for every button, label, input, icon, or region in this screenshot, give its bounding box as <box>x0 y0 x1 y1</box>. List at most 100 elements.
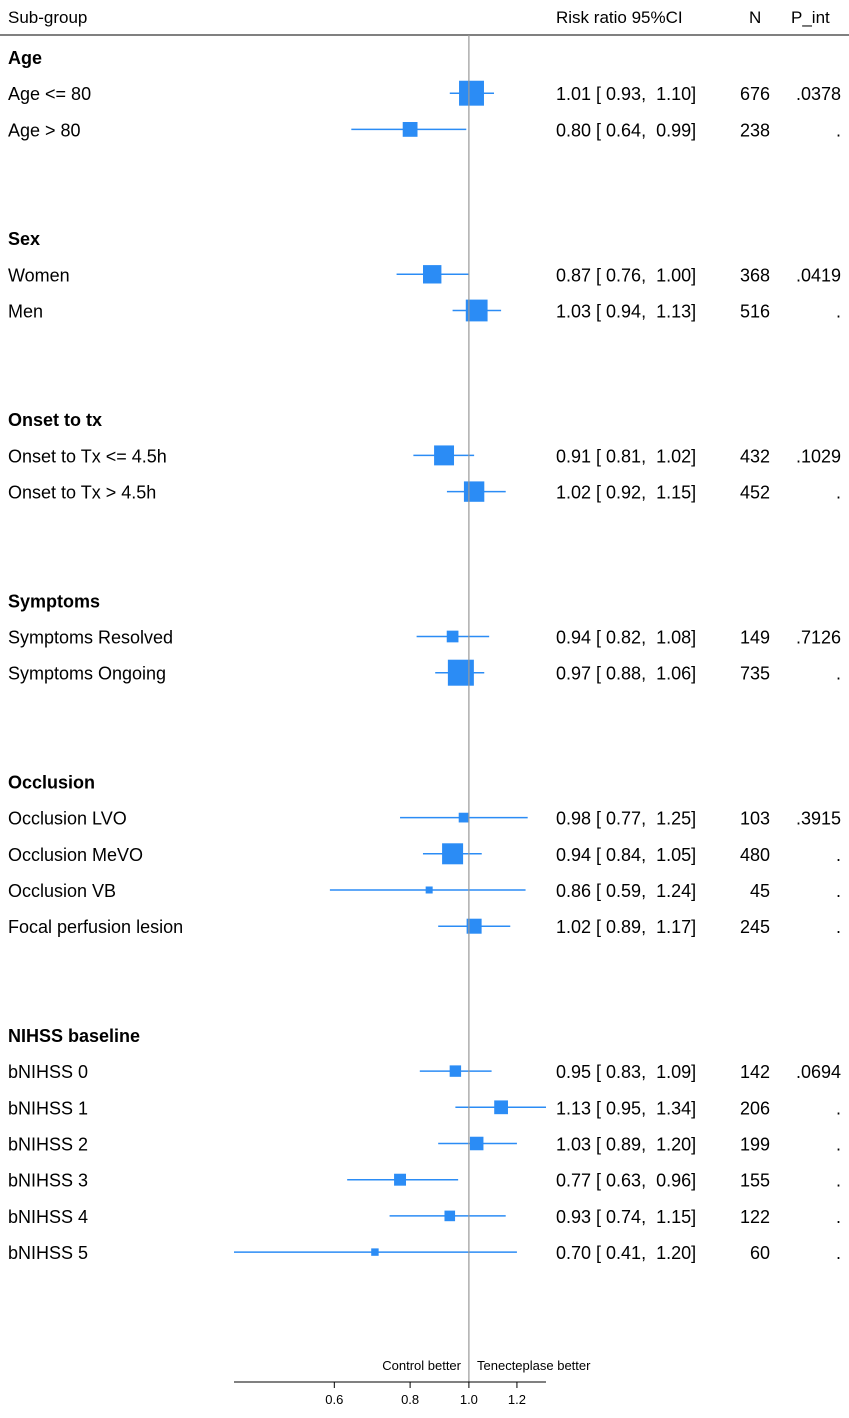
point-estimate <box>371 1248 379 1256</box>
row-n: 368 <box>740 265 770 285</box>
row-n: 735 <box>740 664 770 684</box>
row-risk-ratio: 1.13 [ 0.95, 1.34] <box>556 1098 696 1118</box>
row-label: Women <box>8 265 70 285</box>
row-risk-ratio: 0.94 [ 0.82, 1.08] <box>556 628 696 648</box>
x-tick-label: 0.8 <box>401 1392 419 1407</box>
point-estimate <box>434 445 455 466</box>
header-risk-ratio: Risk ratio 95%CI <box>556 8 683 27</box>
group-title: Occlusion <box>8 772 95 792</box>
x-tick-label: 1.0 <box>460 1392 478 1407</box>
row-p-int: .0694 <box>796 1062 841 1082</box>
row-label: Age > 80 <box>8 120 81 140</box>
point-estimate <box>446 630 459 643</box>
group-title: Age <box>8 48 42 68</box>
row-risk-ratio: 0.98 [ 0.77, 1.25] <box>556 809 696 829</box>
row-n: 155 <box>740 1171 770 1191</box>
row-risk-ratio: 1.02 [ 0.89, 1.17] <box>556 917 696 937</box>
row-label: Onset to Tx > 4.5h <box>8 483 156 503</box>
row-n: 452 <box>740 483 770 503</box>
row-p-int: . <box>836 917 841 937</box>
row-p-int: . <box>836 845 841 865</box>
row-label: Occlusion LVO <box>8 809 127 829</box>
point-estimate <box>394 1173 407 1186</box>
group-title: Sex <box>8 229 40 249</box>
tenecteplase-better-label: Tenecteplase better <box>477 1358 591 1373</box>
row-risk-ratio: 0.93 [ 0.74, 1.15] <box>556 1207 696 1227</box>
control-better-label: Control better <box>382 1358 461 1373</box>
row-n: 122 <box>740 1207 770 1227</box>
point-estimate <box>423 265 442 284</box>
row-label: bNIHSS 5 <box>8 1243 88 1263</box>
row-n: 516 <box>740 302 770 322</box>
row-label: Men <box>8 302 43 322</box>
row-risk-ratio: 0.97 [ 0.88, 1.06] <box>556 664 696 684</box>
point-estimate <box>442 843 464 865</box>
row-label: bNIHSS 2 <box>8 1135 88 1155</box>
point-estimate <box>466 918 482 934</box>
row-risk-ratio: 0.77 [ 0.63, 0.96] <box>556 1171 696 1191</box>
row-risk-ratio: 0.94 [ 0.84, 1.05] <box>556 845 696 865</box>
row-risk-ratio: 1.02 [ 0.92, 1.15] <box>556 483 696 503</box>
row-label: bNIHSS 0 <box>8 1062 88 1082</box>
row-label: Onset to Tx <= 4.5h <box>8 446 167 466</box>
row-risk-ratio: 1.01 [ 0.93, 1.10] <box>556 84 696 104</box>
point-estimate <box>469 1136 484 1151</box>
row-p-int: . <box>836 664 841 684</box>
row-p-int: . <box>836 1098 841 1118</box>
row-risk-ratio: 1.03 [ 0.94, 1.13] <box>556 302 696 322</box>
row-n: 245 <box>740 917 770 937</box>
row-p-int: .1029 <box>796 446 841 466</box>
row-n: 149 <box>740 628 770 648</box>
row-label: Age <= 80 <box>8 84 91 104</box>
row-p-int: .3915 <box>796 809 841 829</box>
row-p-int: . <box>836 483 841 503</box>
row-p-int: . <box>836 120 841 140</box>
row-p-int: . <box>836 302 841 322</box>
point-estimate <box>444 1210 456 1222</box>
header-p-int: P_int <box>791 8 830 27</box>
row-label: bNIHSS 3 <box>8 1171 88 1191</box>
row-n: 45 <box>750 881 770 901</box>
row-risk-ratio: 0.95 [ 0.83, 1.09] <box>556 1062 696 1082</box>
row-p-int: .0419 <box>796 265 841 285</box>
row-p-int: . <box>836 881 841 901</box>
row-n: 199 <box>740 1135 770 1155</box>
row-label: Symptoms Ongoing <box>8 664 166 684</box>
row-p-int: . <box>836 1135 841 1155</box>
row-label: Symptoms Resolved <box>8 628 173 648</box>
group-title: NIHSS baseline <box>8 1026 140 1046</box>
row-n: 238 <box>740 120 770 140</box>
row-label: Occlusion VB <box>8 881 116 901</box>
point-estimate <box>465 299 488 322</box>
row-risk-ratio: 0.80 [ 0.64, 0.99] <box>556 120 696 140</box>
x-tick-label: 1.2 <box>508 1392 526 1407</box>
group-title: Symptoms <box>8 591 100 611</box>
point-estimate <box>459 80 484 106</box>
header-subgroup: Sub-group <box>8 8 87 27</box>
point-estimate <box>494 1100 508 1115</box>
group-title: Onset to tx <box>8 410 102 430</box>
row-n: 142 <box>740 1062 770 1082</box>
x-tick-label: 0.6 <box>325 1392 343 1407</box>
row-label: bNIHSS 1 <box>8 1098 88 1118</box>
point-estimate <box>463 481 485 502</box>
point-estimate <box>458 812 469 823</box>
point-estimate <box>425 886 433 894</box>
row-risk-ratio: 0.70 [ 0.41, 1.20] <box>556 1243 696 1263</box>
row-n: 676 <box>740 84 770 104</box>
point-estimate <box>447 659 474 686</box>
row-risk-ratio: 0.86 [ 0.59, 1.24] <box>556 881 696 901</box>
point-estimate <box>402 122 418 137</box>
row-p-int: .7126 <box>796 628 841 648</box>
row-n: 432 <box>740 446 770 466</box>
row-p-int: . <box>836 1171 841 1191</box>
row-risk-ratio: 0.87 [ 0.76, 1.00] <box>556 265 696 285</box>
row-n: 60 <box>750 1243 770 1263</box>
row-n: 103 <box>740 809 770 829</box>
row-risk-ratio: 1.03 [ 0.89, 1.20] <box>556 1135 696 1155</box>
row-label: Focal perfusion lesion <box>8 917 183 937</box>
row-n: 206 <box>740 1098 770 1118</box>
point-estimate <box>449 1065 462 1077</box>
row-p-int: . <box>836 1207 841 1227</box>
